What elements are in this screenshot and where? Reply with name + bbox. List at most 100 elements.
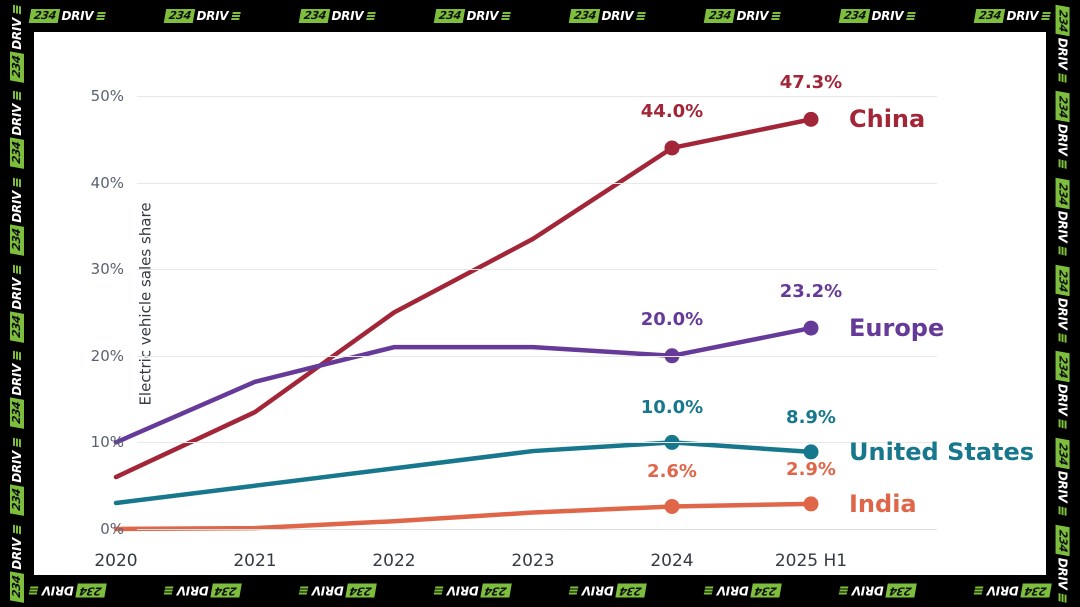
watermark-number: 234 (10, 51, 24, 83)
watermark-number: 234 (480, 584, 512, 598)
234drive-watermark-logo: 234 DRIV (9, 264, 24, 343)
watermark-word: DRIV (331, 8, 364, 23)
watermark-slot: 234 DRIV (810, 584, 945, 598)
watermark-number: 234 (615, 584, 647, 598)
watermark-e-icon (1059, 505, 1067, 516)
watermark-number: 234 (838, 9, 870, 23)
watermark-number: 234 (433, 9, 465, 23)
series-line (113, 501, 814, 532)
watermark-e-icon (973, 587, 984, 595)
watermark-number: 234 (10, 484, 24, 516)
x-axis-tick: 2023 (511, 551, 555, 571)
y-axis-tick: 20% (90, 346, 124, 365)
234drive-watermark-logo: 234 DRIV (1056, 91, 1070, 169)
series-line (113, 117, 814, 480)
chart-gridline (137, 442, 937, 444)
series-line (113, 325, 814, 445)
watermark-e-icon (1059, 592, 1067, 603)
series-data-point (664, 140, 680, 156)
watermark-number: 234 (1056, 524, 1070, 556)
234drive-watermark-logo: 234 DRIV (9, 351, 24, 430)
watermark-word: DRIV (466, 8, 499, 23)
watermark-e-icon (231, 12, 242, 20)
data-point-label: 2.9% (786, 458, 836, 480)
watermark-row-bottom: 234 DRIV 234 DRIV 234 DRIV 234 DRIV 234 DRIV 234 DR… (0, 575, 1080, 607)
watermark-slot: 234 DRIV (405, 584, 540, 598)
watermark-e-icon (13, 351, 21, 362)
data-point-label: 47.3% (779, 72, 843, 94)
watermark-number: 234 (345, 584, 377, 598)
watermark-slot: 234 DRIV (540, 584, 675, 598)
data-point-label: 8.9% (786, 406, 836, 428)
y-axis-tick: 40% (90, 173, 124, 192)
watermark-e-icon (96, 12, 107, 20)
watermark-word: DRIV (9, 537, 24, 570)
watermark-e-icon (636, 12, 647, 20)
watermark-word: DRIV (716, 584, 749, 598)
x-axis-tick: 2024 (650, 551, 694, 571)
watermark-e-icon (1059, 332, 1067, 342)
y-axis-tick: 30% (90, 260, 124, 279)
234drive-watermark-logo: 234 DRIV (1056, 264, 1071, 342)
234drive-watermark-logo: 234 DRIV (568, 9, 647, 23)
watermark-number: 234 (298, 9, 330, 23)
series-label-india: India (849, 489, 917, 518)
watermark-col-left: 234 DRIV 234 DRIV 234 DRIV 234 DRIV 234 DRIV 234 DR… (0, 0, 34, 607)
watermark-slot: 234 DRIV (675, 9, 810, 23)
234drive-watermark-logo: 234 DRIV (703, 584, 782, 598)
234drive-watermark-logo: 234 DRIV (433, 584, 512, 598)
data-point-label: 20.0% (640, 308, 704, 330)
watermark-word: DRIV (176, 584, 209, 598)
watermark-word: DRIV (1056, 297, 1071, 330)
watermark-e-icon (906, 12, 917, 20)
data-point-label: 10.0% (640, 397, 704, 419)
watermark-e-icon (1059, 419, 1067, 429)
x-axis-tick: 2021 (233, 551, 277, 571)
234drive-watermark-logo: 234 DRIV (163, 584, 242, 598)
watermark-col-right: 234 DRIV 234 DRIV 234 DRIV 234 DRIV 234 DRIV 234 DR… (1046, 0, 1080, 607)
series-label-united-states: United States (849, 437, 1035, 466)
watermark-e-icon (13, 178, 21, 188)
watermark-number: 234 (210, 584, 242, 598)
series-data-point (664, 498, 680, 514)
watermark-e-icon (501, 12, 512, 20)
watermark-word: DRIV (1056, 210, 1071, 243)
watermark-e-icon (568, 587, 579, 595)
watermark-number: 234 (1056, 4, 1070, 36)
234drive-watermark-logo: 234 DRIV (973, 9, 1052, 23)
watermark-word: DRIV (9, 451, 24, 483)
y-axis-tick: 10% (90, 433, 124, 452)
234drive-watermark-logo: 234 DRIV (9, 438, 24, 516)
watermark-word: DRIV (851, 584, 884, 598)
watermark-number: 234 (1056, 264, 1070, 296)
chart-gridline (137, 355, 937, 357)
watermark-word: DRIV (9, 277, 24, 310)
234drive-watermark-logo: 234 DRIV (1056, 437, 1070, 516)
watermark-slot: 234 DRIV (405, 9, 540, 23)
watermark-number: 234 (10, 311, 24, 343)
watermark-slot: 234 DRIV (540, 9, 675, 23)
chart-gridline (137, 182, 937, 184)
watermark-word: DRIV (581, 584, 614, 598)
watermark-slot: 234 DRIV (135, 584, 270, 598)
watermark-number: 234 (1056, 351, 1070, 383)
series-data-point (803, 444, 819, 460)
chart-plot-area: Electric vehicle sales share 0% 10% 20% 30%… (34, 32, 1046, 575)
watermark-word: DRIV (9, 104, 24, 137)
watermark-e-icon (433, 587, 444, 595)
watermark-slot: 234 DRIV (270, 9, 405, 23)
watermark-slot: 234 DRIV (270, 584, 405, 598)
series-label-china: China (849, 105, 926, 134)
watermark-slot: 234 DRIV (675, 584, 810, 598)
watermark-word: DRIV (196, 8, 229, 23)
234drive-watermark-logo: 234 DRIV (1056, 4, 1070, 82)
234drive-watermark-logo: 234 DRIV (703, 8, 782, 23)
watermark-number: 234 (568, 9, 600, 23)
watermark-e-icon (366, 12, 377, 20)
watermark-word: DRIV (9, 364, 24, 397)
watermark-slot: 234 DRIV (945, 9, 1080, 23)
watermark-word: DRIV (9, 190, 24, 223)
watermark-e-icon (703, 587, 714, 595)
watermark-word: DRIV (736, 8, 769, 23)
watermark-e-icon (13, 4, 21, 15)
